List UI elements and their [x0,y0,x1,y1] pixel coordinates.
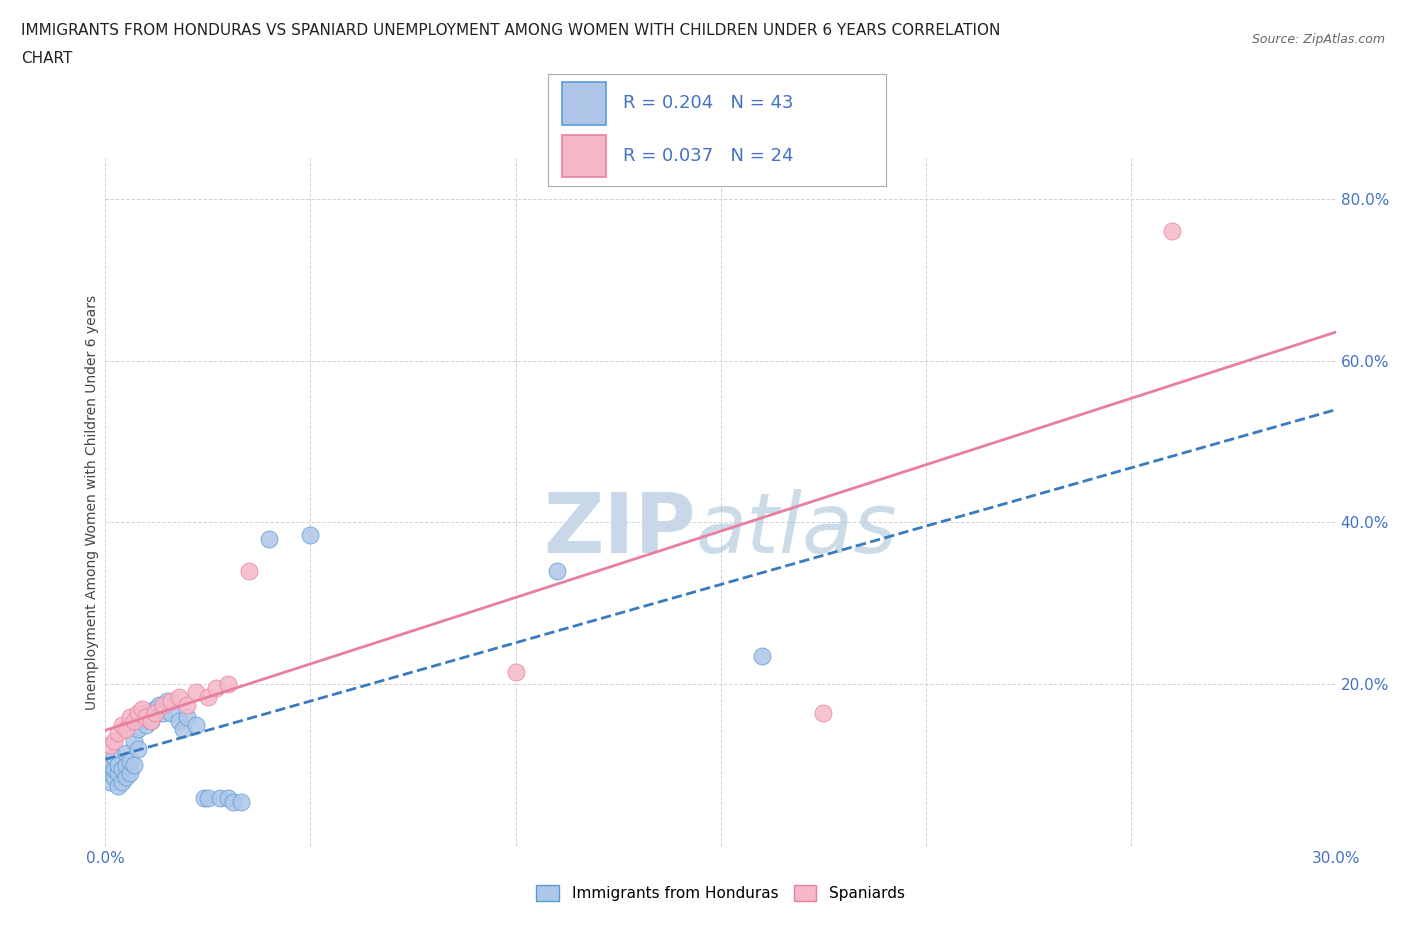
Point [103,770,125,785]
Point [169,689,191,704]
Point [169,713,191,728]
Point [127,705,149,720]
Point [115,770,138,785]
Point [98,766,121,781]
Text: atlas: atlas [696,489,897,570]
Y-axis label: Unemployment Among Women with Children Under 6 years: Unemployment Among Women with Children U… [84,295,98,710]
Point [135,717,157,732]
Point [209,790,232,805]
Point [122,734,145,749]
Point [111,774,134,789]
Point [156,693,179,708]
Point [176,710,198,724]
Point [505,665,527,680]
Point [135,705,157,720]
Text: R = 0.037   N = 24: R = 0.037 N = 24 [623,147,793,165]
Point [111,762,134,777]
Point [115,758,138,773]
Point [135,710,157,724]
Point [120,766,141,781]
Point [205,681,228,696]
Point [221,794,243,809]
Point [238,564,260,578]
Point [127,722,149,737]
Point [218,790,240,805]
Point [107,778,129,793]
Text: Source: ZipAtlas.com: Source: ZipAtlas.com [1251,33,1385,46]
Point [120,710,141,724]
Point [120,754,141,769]
Point [115,746,138,761]
Point [115,722,138,737]
Point [811,705,834,720]
Point [122,713,145,728]
Point [184,685,207,700]
Point [229,794,252,809]
Point [122,758,145,773]
Point [143,701,166,716]
Point [184,717,207,732]
Text: ZIP: ZIP [544,489,696,570]
Point [143,705,166,720]
Bar [562,82,606,125]
Point [751,648,773,663]
Text: CHART: CHART [21,51,73,66]
Point [127,742,149,757]
Bar [562,135,606,177]
Point [152,705,174,720]
Point [160,693,183,708]
Point [111,717,134,732]
Point [107,766,129,781]
Point [107,758,129,773]
Point [172,722,194,737]
Point [1160,223,1182,238]
Point [197,790,219,805]
Point [160,705,183,720]
Point [103,734,125,749]
Point [193,790,215,805]
Point [103,762,125,777]
Point [148,698,170,712]
Text: R = 0.204   N = 43: R = 0.204 N = 43 [623,95,793,113]
Point [139,713,162,728]
Point [103,750,125,764]
Text: IMMIGRANTS FROM HONDURAS VS SPANIARD UNEMPLOYMENT AMONG WOMEN WITH CHILDREN UNDE: IMMIGRANTS FROM HONDURAS VS SPANIARD UNE… [21,23,1001,38]
Point [98,774,121,789]
Point [131,710,153,724]
Point [107,725,129,740]
Point [98,758,121,773]
Point [299,527,322,542]
Point [218,677,240,692]
Point [259,531,281,546]
Point [546,564,568,578]
Point [152,698,174,712]
Point [98,737,121,752]
Point [176,698,198,712]
Point [131,701,153,716]
Legend: Immigrants from Honduras, Spaniards: Immigrants from Honduras, Spaniards [530,879,911,908]
Point [197,689,219,704]
Point [139,713,162,728]
